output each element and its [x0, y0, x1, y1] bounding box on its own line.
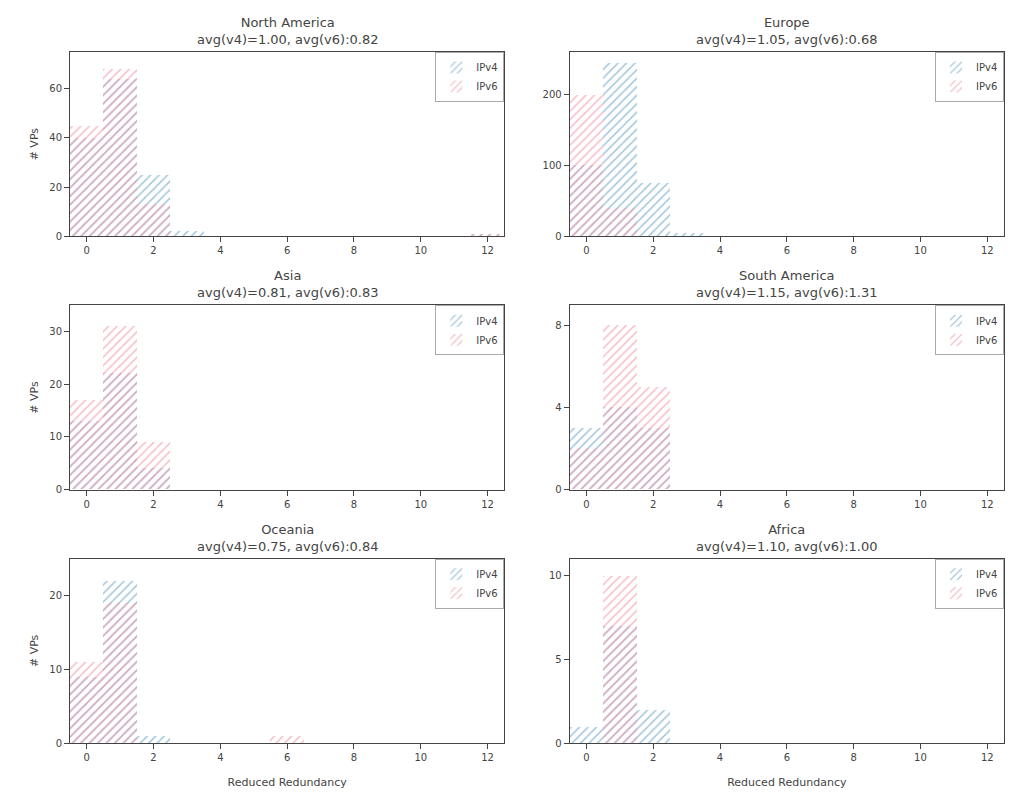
svg-text:IPv6: IPv6 [976, 588, 997, 599]
svg-text:IPv6: IPv6 [476, 335, 497, 346]
svg-text:IPv6: IPv6 [476, 588, 497, 599]
svg-text:8: 8 [850, 752, 856, 763]
svg-text:6: 6 [784, 499, 790, 510]
svg-text:2: 2 [150, 245, 156, 256]
svg-text:4: 4 [217, 752, 223, 763]
svg-text:10: 10 [549, 570, 562, 581]
svg-text:6: 6 [284, 499, 290, 510]
svg-text:2: 2 [650, 499, 656, 510]
svg-text:20: 20 [49, 590, 62, 601]
svg-text:Africaavg(v4)=1.10, avg(v6):1.: Africaavg(v4)=1.10, avg(v6):1.00 [696, 522, 877, 554]
svg-text:40: 40 [49, 132, 62, 143]
svg-text:2: 2 [650, 752, 656, 763]
svg-text:10: 10 [414, 245, 427, 256]
svg-text:10: 10 [914, 499, 927, 510]
svg-text:IPv6: IPv6 [976, 81, 997, 92]
svg-text:12: 12 [481, 752, 494, 763]
svg-text:30: 30 [49, 326, 62, 337]
svg-text:0: 0 [583, 752, 589, 763]
svg-text:0: 0 [56, 484, 62, 495]
svg-text:6: 6 [784, 245, 790, 256]
svg-text:Europeavg(v4)=1.05, avg(v6):0.: Europeavg(v4)=1.05, avg(v6):0.68 [696, 15, 877, 47]
svg-text:8: 8 [850, 245, 856, 256]
svg-text:20: 20 [49, 379, 62, 390]
svg-text:12: 12 [981, 499, 994, 510]
svg-text:North Americaavg(v4)=1.00, avg: North Americaavg(v4)=1.00, avg(v6):0.82 [197, 15, 378, 47]
svg-text:8: 8 [351, 245, 357, 256]
svg-text:5: 5 [555, 654, 561, 665]
svg-text:6: 6 [284, 752, 290, 763]
svg-text:0: 0 [84, 499, 90, 510]
svg-text:4: 4 [717, 752, 723, 763]
svg-text:0: 0 [84, 245, 90, 256]
svg-text:0: 0 [56, 738, 62, 749]
svg-text:Reduced Redundancy: Reduced Redundancy [228, 776, 348, 789]
svg-text:12: 12 [981, 245, 994, 256]
svg-text:4: 4 [717, 245, 723, 256]
svg-text:10: 10 [914, 245, 927, 256]
svg-text:4: 4 [717, 499, 723, 510]
svg-text:Asiaavg(v4)=0.81, avg(v6):0.83: Asiaavg(v4)=0.81, avg(v6):0.83 [197, 268, 378, 300]
svg-text:0: 0 [84, 752, 90, 763]
svg-text:# VPs: # VPs [28, 128, 41, 161]
svg-text:8: 8 [850, 499, 856, 510]
svg-text:South Americaavg(v4)=1.15, avg: South Americaavg(v4)=1.15, avg(v6):1.31 [696, 268, 877, 300]
svg-text:2: 2 [150, 499, 156, 510]
svg-text:20: 20 [49, 182, 62, 193]
svg-text:Reduced Redundancy: Reduced Redundancy [727, 776, 847, 789]
svg-text:100: 100 [543, 160, 562, 171]
svg-text:6: 6 [284, 245, 290, 256]
svg-text:6: 6 [784, 752, 790, 763]
svg-text:12: 12 [481, 499, 494, 510]
svg-text:Oceaniaavg(v4)=0.75, avg(v6):0: Oceaniaavg(v4)=0.75, avg(v6):0.84 [197, 522, 378, 554]
svg-text:10: 10 [414, 752, 427, 763]
svg-text:8: 8 [555, 320, 561, 331]
svg-text:0: 0 [555, 738, 561, 749]
svg-text:10: 10 [49, 664, 62, 675]
svg-text:0: 0 [583, 245, 589, 256]
svg-text:0: 0 [56, 231, 62, 242]
svg-text:IPv4: IPv4 [976, 316, 997, 327]
svg-text:0: 0 [583, 499, 589, 510]
svg-text:10: 10 [914, 752, 927, 763]
svg-text:2: 2 [650, 245, 656, 256]
svg-text:4: 4 [217, 245, 223, 256]
svg-text:12: 12 [981, 752, 994, 763]
svg-text:0: 0 [555, 231, 561, 242]
svg-text:10: 10 [414, 499, 427, 510]
svg-text:2: 2 [150, 752, 156, 763]
svg-text:4: 4 [217, 499, 223, 510]
svg-text:10: 10 [49, 431, 62, 442]
svg-text:IPv4: IPv4 [976, 569, 997, 580]
svg-text:0: 0 [555, 484, 561, 495]
svg-text:# VPs: # VPs [28, 381, 41, 414]
svg-text:IPv4: IPv4 [976, 62, 997, 73]
svg-text:4: 4 [555, 402, 561, 413]
svg-text:IPv6: IPv6 [976, 335, 997, 346]
svg-text:12: 12 [481, 245, 494, 256]
svg-text:IPv4: IPv4 [476, 62, 497, 73]
svg-text:IPv4: IPv4 [476, 316, 497, 327]
svg-text:IPv6: IPv6 [476, 81, 497, 92]
svg-text:# VPs: # VPs [28, 634, 41, 667]
svg-text:60: 60 [49, 83, 62, 94]
svg-text:8: 8 [351, 752, 357, 763]
svg-text:200: 200 [543, 89, 562, 100]
svg-text:IPv4: IPv4 [476, 569, 497, 580]
svg-text:8: 8 [351, 499, 357, 510]
